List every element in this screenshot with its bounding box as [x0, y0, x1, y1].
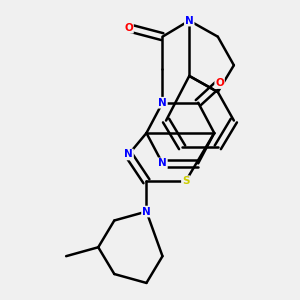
Text: N: N — [158, 98, 167, 108]
Text: O: O — [124, 23, 133, 33]
Text: N: N — [124, 149, 133, 160]
Text: O: O — [215, 78, 224, 88]
Text: S: S — [182, 176, 189, 186]
Text: N: N — [185, 16, 194, 26]
Text: N: N — [142, 207, 151, 217]
Text: N: N — [158, 158, 167, 168]
